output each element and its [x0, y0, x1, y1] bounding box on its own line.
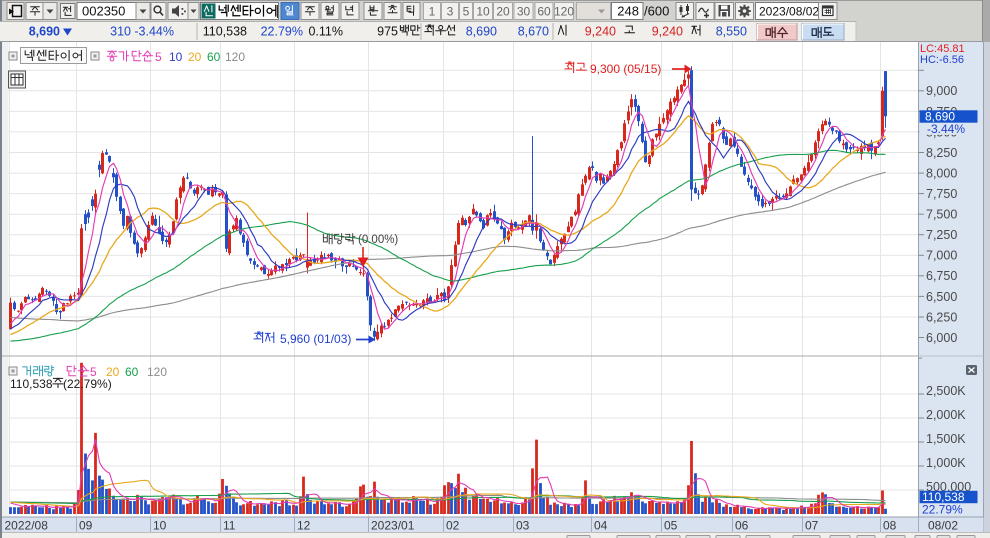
svg-text:120: 120	[225, 50, 245, 64]
svg-text:3: 3	[447, 5, 454, 19]
svg-text:22.79%: 22.79%	[922, 503, 963, 517]
svg-text:-3.44%: -3.44%	[134, 25, 174, 39]
svg-text:22.79%: 22.79%	[261, 25, 303, 39]
svg-text:03: 03	[516, 519, 530, 533]
svg-text:7,250: 7,250	[926, 228, 957, 242]
svg-text:2,500K: 2,500K	[926, 384, 966, 398]
svg-text:5: 5	[155, 50, 162, 64]
svg-text:1,500K: 1,500K	[926, 432, 966, 446]
svg-text:6,250: 6,250	[926, 310, 957, 324]
svg-text:7,500: 7,500	[926, 208, 957, 222]
svg-text:8,690: 8,690	[466, 25, 497, 39]
svg-text:10: 10	[153, 519, 167, 533]
svg-text:6,750: 6,750	[926, 269, 957, 283]
svg-text:5,960 (01/03): 5,960 (01/03)	[280, 332, 351, 346]
svg-text:500,000: 500,000	[926, 480, 971, 494]
svg-text:08: 08	[883, 519, 897, 533]
svg-text:2,000K: 2,000K	[926, 408, 966, 422]
svg-text:-3.44%: -3.44%	[927, 122, 965, 136]
svg-text:310: 310	[110, 25, 131, 39]
svg-text:11: 11	[223, 519, 236, 533]
svg-text:10: 10	[169, 50, 183, 64]
svg-text:8,250: 8,250	[926, 146, 957, 160]
svg-text:8,550: 8,550	[716, 25, 747, 39]
svg-text:20: 20	[496, 5, 510, 19]
svg-text:07: 07	[805, 519, 819, 533]
svg-text:9,300 (05/15): 9,300 (05/15)	[590, 62, 661, 76]
svg-text:9,240: 9,240	[652, 25, 683, 39]
svg-text:8,690: 8,690	[925, 109, 955, 123]
svg-text:20: 20	[188, 50, 202, 64]
svg-text:110,538: 110,538	[10, 377, 53, 391]
svg-text:60: 60	[125, 365, 139, 379]
svg-text:2023/01: 2023/01	[371, 519, 415, 533]
svg-text:5: 5	[90, 365, 97, 379]
svg-text:12: 12	[297, 519, 311, 533]
svg-text:HC:-6.56: HC:-6.56	[920, 54, 964, 66]
svg-text:8,690: 8,690	[29, 25, 60, 39]
svg-text:LC:45.81: LC:45.81	[920, 43, 965, 55]
svg-text:05: 05	[664, 519, 678, 533]
svg-text:002350: 002350	[82, 4, 125, 19]
svg-text:6,500: 6,500	[926, 290, 957, 304]
svg-text:2022/08: 2022/08	[5, 519, 49, 533]
svg-text:2023/08/02: 2023/08/02	[759, 5, 819, 19]
svg-text:60: 60	[537, 5, 551, 19]
svg-text:8,000: 8,000	[926, 167, 957, 181]
svg-text:08/02: 08/02	[928, 519, 958, 533]
svg-text:30: 30	[517, 5, 531, 19]
svg-text:60: 60	[207, 50, 221, 64]
svg-text:9,000: 9,000	[926, 84, 957, 98]
svg-text:(0.00%): (0.00%)	[358, 234, 398, 246]
svg-text:120: 120	[554, 5, 574, 19]
svg-text:110,538: 110,538	[203, 25, 247, 39]
svg-text:(22.79%): (22.79%)	[63, 377, 112, 391]
svg-text:/600: /600	[644, 4, 669, 19]
svg-text:7,750: 7,750	[926, 187, 957, 201]
svg-text:04: 04	[594, 519, 608, 533]
svg-text:02: 02	[446, 519, 460, 533]
svg-text:1,000K: 1,000K	[926, 456, 966, 470]
svg-text:09: 09	[79, 519, 93, 533]
svg-text:7,000: 7,000	[926, 249, 957, 263]
svg-text:10: 10	[476, 5, 490, 19]
svg-text:110,538: 110,538	[922, 490, 965, 504]
svg-text:248: 248	[617, 4, 639, 19]
svg-text:9,240: 9,240	[585, 25, 616, 39]
svg-text:975: 975	[377, 25, 398, 39]
svg-text:0.11%: 0.11%	[308, 25, 343, 39]
svg-text:06: 06	[735, 519, 749, 533]
svg-text:1: 1	[429, 5, 436, 19]
svg-text:120: 120	[147, 365, 167, 379]
svg-text:20: 20	[106, 365, 120, 379]
svg-text:6,000: 6,000	[926, 331, 957, 345]
svg-text:8,670: 8,670	[518, 25, 549, 39]
svg-text:5: 5	[463, 5, 470, 19]
